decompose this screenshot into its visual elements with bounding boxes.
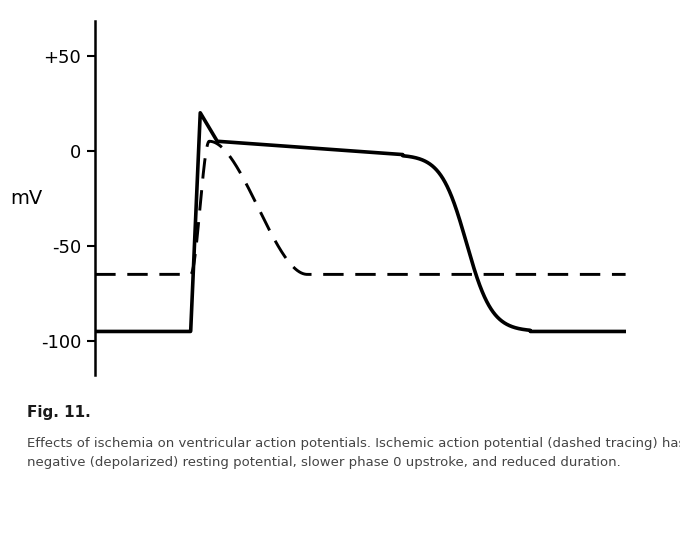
Y-axis label: mV: mV <box>10 189 42 208</box>
Text: Fig. 11.: Fig. 11. <box>27 405 91 420</box>
Text: Effects of ischemia on ventricular action potentials. Ischemic action potential : Effects of ischemia on ventricular actio… <box>27 437 680 469</box>
